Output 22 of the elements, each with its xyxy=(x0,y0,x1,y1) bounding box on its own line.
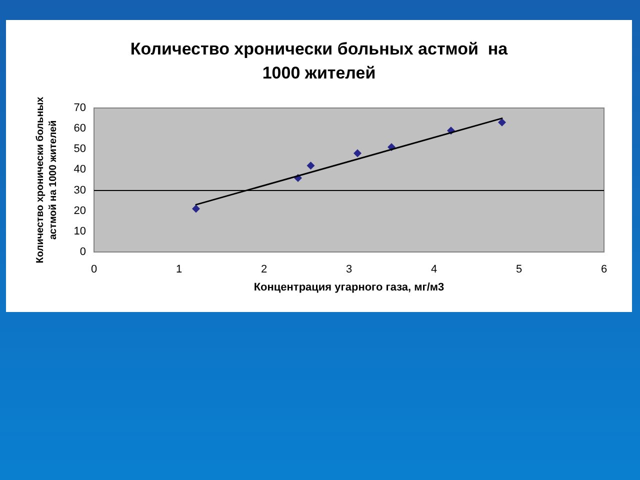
y-tick-label: 50 xyxy=(74,143,86,156)
x-tick-label: 1 xyxy=(176,264,182,276)
x-tick-label: 5 xyxy=(516,264,522,276)
x-tick-label: 3 xyxy=(346,264,352,276)
x-tick-label: 4 xyxy=(430,264,438,276)
point xyxy=(306,162,315,170)
x-tick-label: 6 xyxy=(600,264,608,276)
y-tick-label: 30 xyxy=(74,184,86,196)
y-axis-title: Количество хронически больных астмой на 1000 жителей xyxy=(35,96,59,264)
x-tick-label: 0 xyxy=(90,264,98,276)
y-tick-label: 20 xyxy=(74,204,86,217)
point xyxy=(498,118,506,126)
chart-title: Количество хронически больных астмой на 1000 жителей xyxy=(130,40,508,82)
x-tick-label: 2 xyxy=(260,264,268,276)
x-axis-title: Концентрация угарного газа, мг/м3 xyxy=(254,282,444,294)
y-tick-label: 60 xyxy=(74,122,86,135)
y-tick-label: 70 xyxy=(74,102,86,114)
point xyxy=(192,204,200,213)
y-tick-label: 10 xyxy=(74,225,86,238)
y-tick-label: 40 xyxy=(74,164,86,176)
point xyxy=(354,149,362,158)
y-tick-label: 0 xyxy=(80,246,86,258)
